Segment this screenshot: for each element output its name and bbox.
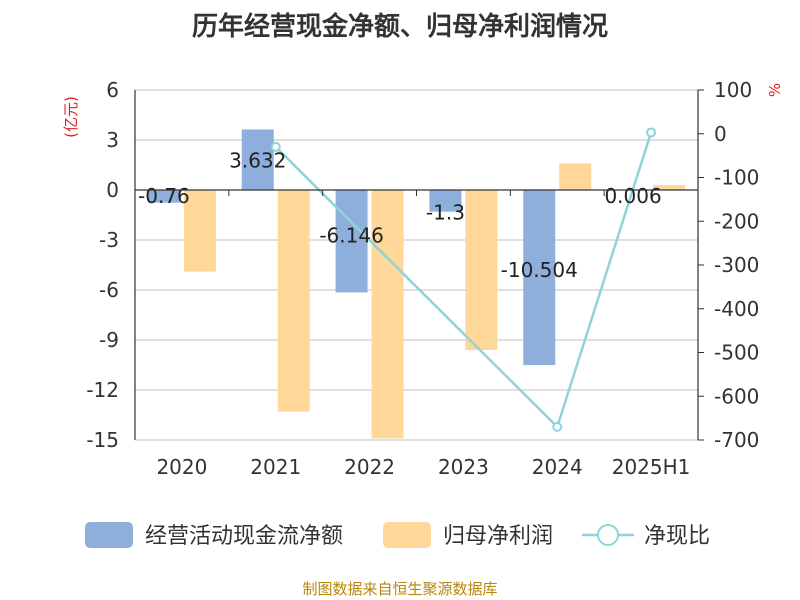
profit-bar — [653, 185, 686, 190]
y-left-tick-label: 3 — [106, 128, 119, 152]
x-tick-label: 2021 — [250, 455, 301, 479]
cashflow-data-label: 0.006 — [604, 184, 661, 208]
y-left-tick-label: -15 — [86, 428, 119, 452]
chart-title: 历年经营现金净额、归母净利润情况 — [191, 12, 608, 42]
source-note: 制图数据来自恒生聚源数据库 — [302, 580, 498, 598]
y-right-tick-label: -100 — [714, 166, 759, 190]
x-tick-label: 2024 — [532, 455, 583, 479]
legend-swatch-ratio-marker — [597, 524, 619, 546]
ratio-line — [270, 127, 657, 432]
y-left-unit: (亿元) — [62, 96, 80, 138]
cashflow-data-label: -0.76 — [138, 184, 190, 208]
legend: 经营活动现金流净额 归母净利润 净现比 — [85, 522, 710, 549]
y-right-tick-label: 100 — [714, 78, 752, 102]
y-left-tick-label: 0 — [106, 178, 119, 202]
x-tick-label: 2020 — [156, 455, 207, 479]
profit-bar — [559, 163, 592, 190]
bars — [147, 129, 686, 439]
legend-label-cashflow: 经营活动现金流净额 — [145, 524, 343, 549]
y-left-tick-label: -9 — [99, 328, 119, 352]
y-right-tick-label: -500 — [714, 341, 759, 365]
ratio-line-segment — [556, 132, 653, 428]
y-right-tick-label: -700 — [714, 428, 759, 452]
axes: 6 3 0 -3 -6 -9 -12 -15 100 0 -100 -200 -300 -400 -500 -… — [62, 78, 784, 479]
legend-label-ratio: 净现比 — [644, 524, 710, 549]
x-tick-label: 2023 — [438, 455, 489, 479]
cashflow-data-label: -6.146 — [319, 223, 383, 247]
cashflow-bar — [147, 190, 180, 203]
cashflow-bar — [335, 190, 368, 293]
y-right-tick-label: -400 — [714, 297, 759, 321]
cashflow-data-label: -10.504 — [501, 258, 578, 282]
y-left-tick-label: -12 — [86, 378, 119, 402]
y-left-tick-label: -3 — [99, 228, 119, 252]
cashflow-data-label: 3.632 — [229, 148, 286, 172]
ratio-point — [646, 127, 657, 138]
cashflow-bar — [523, 190, 556, 366]
ratio-point — [270, 141, 281, 152]
ratio-point — [552, 421, 563, 432]
y-right-tick-label: -300 — [714, 253, 759, 277]
y-right-tick-label: -200 — [714, 209, 759, 233]
cashflow-bar — [241, 129, 274, 190]
ratio-line-segment — [274, 145, 559, 428]
y-right-unit: % — [766, 83, 784, 97]
y-left-tick-label: 6 — [106, 78, 119, 102]
profit-bar — [277, 190, 310, 412]
cashflow-data-label: -1.3 — [426, 201, 465, 225]
legend-swatch-cashflow — [85, 522, 133, 548]
cashflow-bar — [429, 190, 462, 212]
y-left-tick-label: -6 — [99, 278, 119, 302]
profit-bar — [371, 190, 404, 439]
y-right-tick-label: -600 — [714, 384, 759, 408]
legend-swatch-profit — [383, 522, 431, 548]
y-right-tick-label: 0 — [714, 122, 727, 146]
gridlines — [135, 89, 698, 441]
x-tick-label: 2025H1 — [612, 455, 691, 479]
profit-bar — [465, 190, 498, 350]
legend-label-profit: 归母净利润 — [443, 524, 553, 549]
data-labels: -0.76 3.632 -6.146 -1.3 -10.504 0.006 — [138, 148, 662, 282]
profit-bar — [183, 190, 216, 272]
x-tick-label: 2022 — [344, 455, 395, 479]
